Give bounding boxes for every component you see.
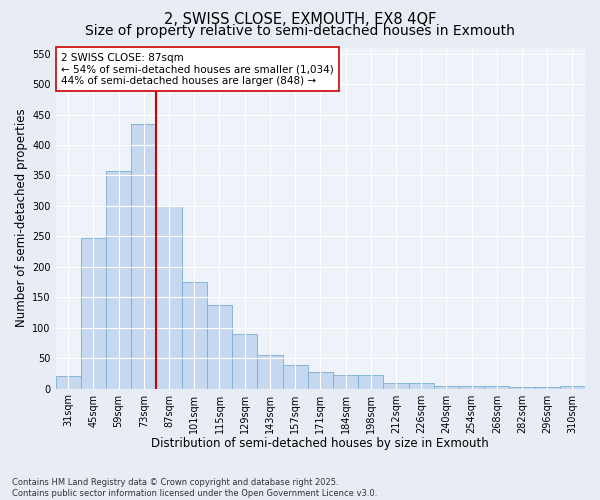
Text: 2, SWISS CLOSE, EXMOUTH, EX8 4QF: 2, SWISS CLOSE, EXMOUTH, EX8 4QF	[164, 12, 436, 28]
Bar	[509, 387, 535, 388]
Bar	[333, 375, 358, 388]
Bar	[459, 386, 484, 388]
Y-axis label: Number of semi-detached properties: Number of semi-detached properties	[15, 108, 28, 328]
Bar	[232, 334, 257, 388]
Bar	[434, 386, 459, 388]
Bar	[257, 355, 283, 388]
Bar	[106, 170, 131, 388]
Bar	[182, 282, 207, 389]
Bar	[131, 124, 157, 388]
Bar	[560, 386, 585, 388]
Bar	[283, 366, 308, 388]
Bar	[157, 206, 182, 388]
Text: 2 SWISS CLOSE: 87sqm
← 54% of semi-detached houses are smaller (1,034)
44% of se: 2 SWISS CLOSE: 87sqm ← 54% of semi-detac…	[61, 52, 334, 86]
Bar	[81, 238, 106, 388]
Bar	[308, 372, 333, 388]
Bar	[56, 376, 81, 388]
Bar	[484, 386, 509, 388]
Text: Size of property relative to semi-detached houses in Exmouth: Size of property relative to semi-detach…	[85, 24, 515, 38]
X-axis label: Distribution of semi-detached houses by size in Exmouth: Distribution of semi-detached houses by …	[151, 437, 489, 450]
Text: Contains HM Land Registry data © Crown copyright and database right 2025.
Contai: Contains HM Land Registry data © Crown c…	[12, 478, 377, 498]
Bar	[383, 382, 409, 388]
Bar	[409, 382, 434, 388]
Bar	[358, 375, 383, 388]
Bar	[207, 304, 232, 388]
